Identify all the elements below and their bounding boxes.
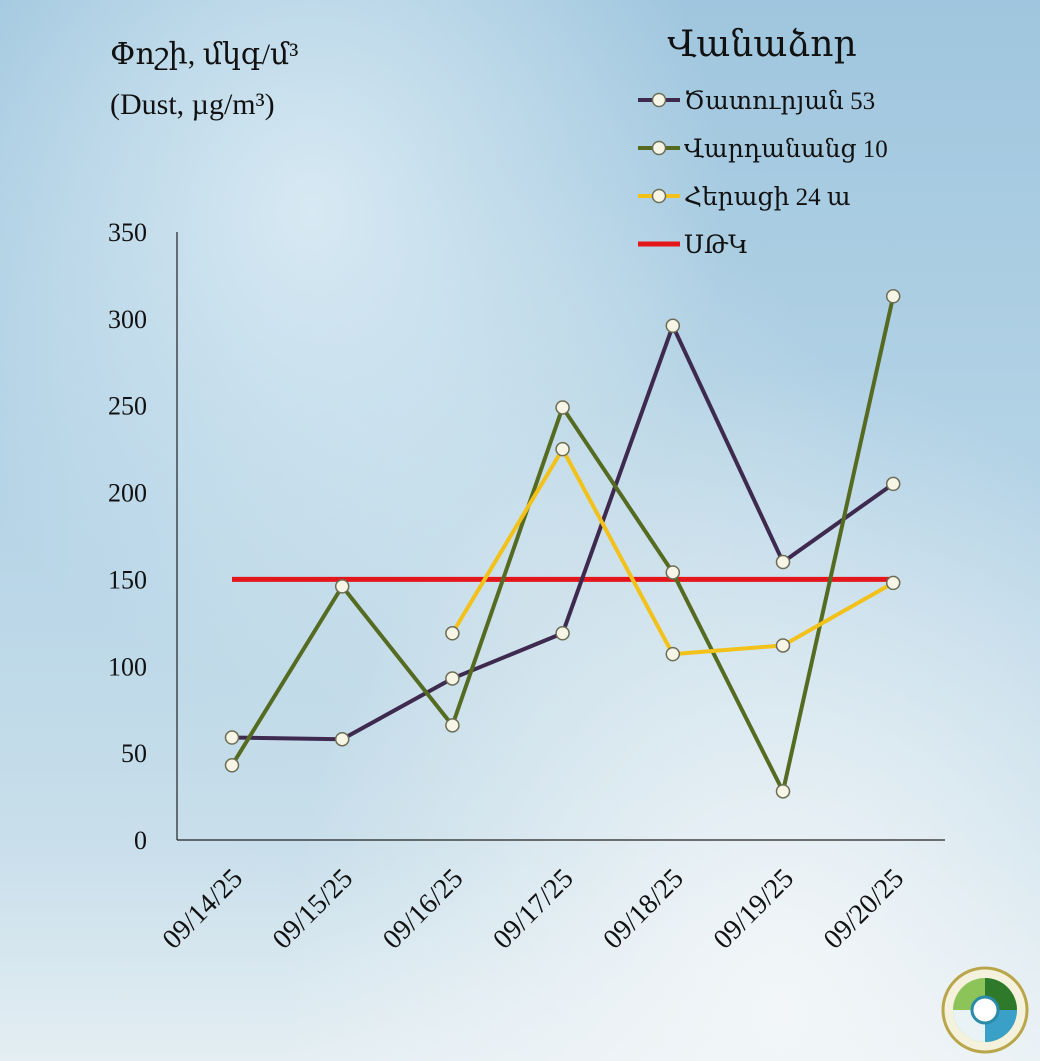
legend-item: Հերացի 24 ա [638, 184, 851, 211]
x-tick-label: 09/18/25 [597, 863, 689, 955]
x-tick-label: 09/20/25 [818, 863, 910, 955]
data-point [334, 731, 350, 747]
legend-marker [651, 140, 667, 156]
data-point [445, 626, 460, 641]
y-axis-title-english: (Dust, µg/m³) [110, 88, 275, 121]
series-line [450, 447, 895, 657]
data-point [555, 400, 570, 415]
y-tick-label: 50 [121, 739, 147, 768]
legend-item: Վարդանանց 10 [638, 136, 888, 163]
data-point [555, 626, 570, 641]
legend-item: ՍԹԿ [638, 232, 748, 259]
legend-item: Ծատուրյան 53 [638, 88, 875, 115]
data-point [445, 718, 460, 733]
y-axis-title: Փոշի, մկգ/մ³ [110, 38, 298, 71]
y-tick-label: 150 [108, 565, 147, 594]
series-line [230, 295, 896, 794]
data-point [885, 476, 901, 492]
y-tick-label: 200 [108, 479, 147, 508]
data-point [885, 289, 901, 304]
series-line [231, 323, 895, 742]
x-tick-label: 09/19/25 [708, 863, 800, 955]
data-point [665, 318, 681, 334]
data-point [445, 671, 460, 686]
y-tick-label: 300 [108, 305, 147, 334]
legend-label: Վարդանանց 10 [684, 136, 888, 163]
data-point [224, 758, 240, 773]
data-point [334, 579, 350, 594]
x-tick-label: 09/14/25 [157, 863, 249, 955]
y-tick-label: 350 [108, 218, 147, 247]
logo [941, 966, 1029, 1054]
legend-label: ՍԹԿ [684, 232, 748, 259]
data-point [775, 784, 791, 799]
y-tick-label: 100 [108, 652, 147, 681]
x-tick-label: 09/15/25 [267, 863, 359, 955]
data-point [224, 730, 240, 745]
legend-marker [651, 92, 667, 108]
chart-title: Վանաձոր [667, 24, 856, 64]
legend-label: Հերացի 24 ա [684, 184, 851, 211]
x-tick-label: 09/17/25 [487, 863, 579, 955]
y-tick-label: 250 [108, 392, 147, 421]
legend-label: Ծատուրյան 53 [684, 88, 875, 115]
x-tick-label: 09/16/25 [377, 863, 469, 955]
data-point [775, 638, 791, 653]
y-tick-label: 0 [134, 826, 147, 855]
data-point [775, 554, 791, 570]
data-point [665, 565, 681, 580]
data-point [665, 646, 681, 662]
data-point [555, 441, 570, 457]
legend-marker [651, 188, 667, 204]
data-point [885, 575, 901, 591]
